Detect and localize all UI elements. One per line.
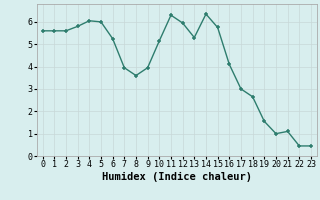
X-axis label: Humidex (Indice chaleur): Humidex (Indice chaleur)	[102, 172, 252, 182]
